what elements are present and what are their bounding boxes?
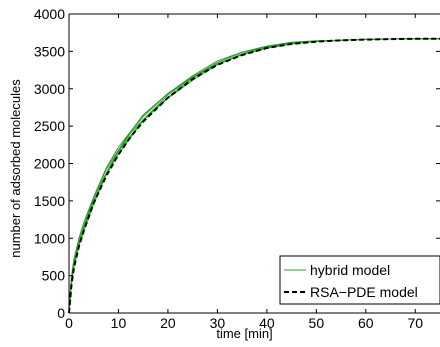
x-tick-label: 0 xyxy=(65,315,73,331)
legend-box xyxy=(279,255,440,305)
y-axis-label: number of adsorbed molecules xyxy=(8,79,23,258)
y-axis-ticks: 0 500 1000 1500 2000 2500 3000 3500 4000 xyxy=(34,6,440,321)
y-tick-label: 2000 xyxy=(34,156,65,172)
x-tick-label: 20 xyxy=(160,315,176,331)
x-axis-ticks: 0 10 20 30 40 50 60 70 xyxy=(65,14,423,331)
x-tick-label: 70 xyxy=(407,315,423,331)
y-tick-label: 2500 xyxy=(34,118,65,134)
x-tick-label: 30 xyxy=(210,315,226,331)
x-tick-label: 10 xyxy=(111,315,127,331)
y-tick-label: 3000 xyxy=(34,81,65,97)
legend: hybrid model RSA−PDE model xyxy=(279,255,440,305)
y-tick-label: 0 xyxy=(57,305,65,321)
y-tick-label: 4000 xyxy=(34,6,65,22)
x-tick-label: 40 xyxy=(259,315,275,331)
y-tick-label: 1000 xyxy=(34,230,65,246)
rsa-pde-line xyxy=(68,37,440,314)
x-tick-label: 60 xyxy=(358,315,374,331)
y-tick-label: 500 xyxy=(42,268,66,284)
x-axis-label: time [min] xyxy=(216,326,272,341)
plot-area xyxy=(68,13,440,314)
legend-label-hybrid: hybrid model xyxy=(310,262,390,278)
y-tick-label: 1500 xyxy=(34,193,65,209)
legend-label-rsa-pde: RSA−PDE model xyxy=(310,284,418,300)
y-tick-label: 3500 xyxy=(34,43,65,59)
x-tick-label: 50 xyxy=(309,315,325,331)
